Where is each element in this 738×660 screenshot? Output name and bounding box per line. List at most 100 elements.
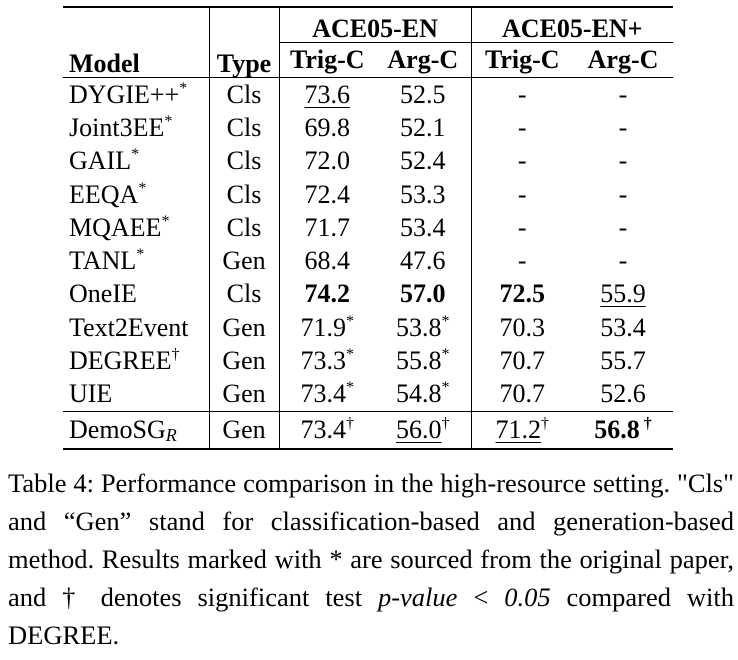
table-cell: 57.0 — [375, 278, 471, 311]
table-cell: 71.9* — [278, 311, 375, 345]
cell-value: - — [618, 79, 628, 109]
cell-value: 71.2 — [495, 414, 542, 444]
table-cell: - — [470, 111, 574, 145]
cell-value: 52.6 — [600, 379, 646, 409]
cell-marker: * — [441, 346, 450, 364]
table-cell: 68.4 — [278, 244, 375, 278]
header-type: Type — [208, 6, 279, 78]
model-name: TANL — [69, 246, 137, 276]
cell-value: 70.7 — [499, 346, 546, 376]
cell-value: - — [517, 79, 527, 109]
type-cell: Gen — [208, 377, 279, 412]
header-trig-c-2: Trig-C — [470, 42, 574, 78]
table-cell: 74.2 — [278, 277, 375, 312]
cell-value: 53.4 — [400, 212, 446, 242]
cell-value: 73.6 — [304, 79, 351, 109]
model-marker: † — [171, 346, 180, 364]
cell-value: 52.5 — [400, 79, 446, 109]
table-cell: 52.6 — [573, 378, 673, 412]
cell-marker: * — [441, 379, 450, 397]
table-cell: - — [470, 77, 574, 112]
cell-value: - — [618, 212, 628, 242]
table-cell: 47.6 — [375, 244, 471, 277]
type-cell: Cls — [208, 144, 279, 178]
caption-text-end: compared with DEGREE. — [8, 582, 735, 650]
table-cell: - — [573, 211, 673, 244]
cell-marker: * — [346, 312, 354, 330]
model-name-cell: DEGREE† — [63, 344, 209, 377]
cell-value: 70.3 — [499, 312, 546, 342]
cell-value: - — [618, 112, 628, 142]
table-cell: 53.4 — [375, 211, 471, 244]
cell-value: 54.8 — [396, 379, 442, 409]
table-caption: Table 4: Performance comparison in the h… — [8, 464, 734, 654]
model-name: DEGREE — [69, 346, 172, 376]
table-cell: 71.7 — [278, 211, 375, 245]
table-cell: 69.8 — [278, 111, 375, 145]
type-cell: Gen — [208, 311, 279, 345]
model-name: GAIL — [69, 146, 132, 176]
cell-value: - — [517, 246, 527, 276]
model-marker: * — [179, 79, 188, 97]
type-cell: Cls — [208, 177, 279, 212]
table-body: DYGIE++* Cls 73.6 52.5- - Joint3EE* Cls 69.8 52.… — [63, 77, 674, 449]
model-marker: * — [131, 146, 140, 164]
cell-marker: * — [346, 379, 354, 397]
cell-value: - — [618, 246, 628, 276]
cell-value: - — [517, 112, 527, 142]
cell-value: 71.7 — [304, 212, 351, 242]
model-name: Text2Event — [69, 312, 189, 342]
type-cell: Gen — [208, 344, 279, 378]
cell-value: 52.4 — [400, 146, 446, 176]
cell-value: 55.8 — [396, 346, 442, 376]
cell-value: 70.7 — [499, 379, 546, 409]
table-cell: 56.0† — [375, 411, 471, 449]
model-marker: * — [164, 112, 173, 130]
cell-value: 73.4 — [300, 414, 347, 444]
table-cell: 54.8* — [375, 378, 471, 412]
results-table-container: Model Type ACE05-EN ACE05-EN+ Trig-C Arg… — [63, 6, 674, 450]
header-model: Model — [63, 6, 209, 78]
table-cell: 53.3 — [375, 178, 471, 211]
caption-lt: < — [457, 582, 505, 612]
cell-marker: * — [441, 312, 450, 330]
table-cell: - — [573, 244, 673, 277]
model-name: DYGIE++ — [69, 79, 180, 109]
table-row: UIE Gen 73.4* 54.8* 70.7 52.6 — [63, 377, 673, 412]
table-cell: - — [470, 244, 574, 278]
table-row: Joint3EE* Cls 69.8 52.1- - — [63, 111, 673, 145]
table-cell: - — [470, 144, 574, 178]
cell-value: - — [517, 146, 527, 176]
cell-value: 53.3 — [400, 179, 446, 209]
table-cell: 73.3* — [278, 344, 375, 378]
table-row: OneIE Cls 74.2 57.0 72.5 55.9 — [63, 277, 673, 312]
cell-marker: † — [441, 414, 450, 432]
table-cell: 73.4* — [278, 377, 375, 412]
model-name-cell: TANL* — [63, 244, 209, 277]
model-name-cell: Text2Event — [63, 311, 209, 344]
cell-marker: † — [346, 414, 354, 432]
cell-value: 47.6 — [400, 246, 446, 276]
model-name-cell: GAIL* — [63, 145, 209, 178]
model-name-cell: UIE — [63, 378, 209, 412]
model-name: DemoSG — [69, 414, 166, 444]
table-cell: - — [573, 78, 673, 112]
cell-value: - — [618, 146, 628, 176]
table-row: GAIL* Cls 72.0 52.4- - — [63, 144, 673, 178]
cell-value: - — [517, 212, 527, 242]
model-marker: * — [136, 246, 145, 264]
type-cell: Cls — [208, 111, 279, 145]
table-cell: - — [573, 145, 673, 178]
cell-value: 56.8 — [594, 414, 640, 444]
model-marker: * — [161, 212, 170, 230]
cell-value: 74.2 — [304, 279, 351, 309]
model-name-cell: MQAEE* — [63, 211, 209, 244]
table-row: TANL* Gen 68.4 47.6- - — [63, 244, 673, 278]
cell-marker: * — [346, 346, 354, 364]
type-cell: Cls — [208, 277, 279, 312]
header-arg-c-1: Arg-C — [387, 45, 459, 74]
table-cell: 71.2† — [470, 411, 574, 449]
table-cell: 52.1 — [375, 111, 471, 144]
model-name-cell: OneIE — [63, 278, 209, 311]
results-table: Model Type ACE05-EN ACE05-EN+ Trig-C Arg… — [63, 6, 674, 450]
